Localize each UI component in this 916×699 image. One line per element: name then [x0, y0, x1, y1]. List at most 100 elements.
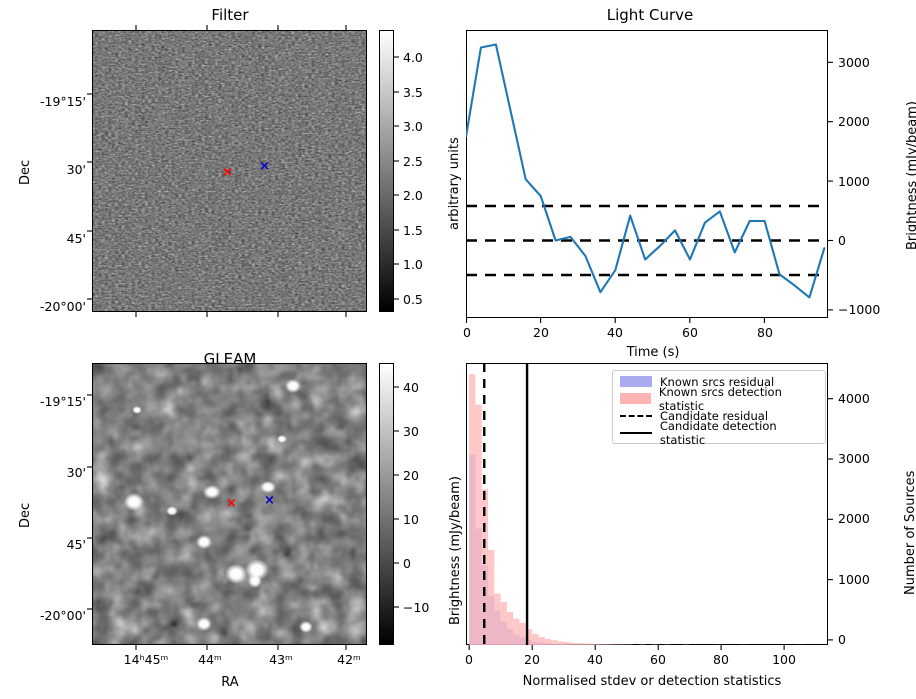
gleam-cbtick-3: 10 — [403, 512, 419, 527]
legend-item-candidate-detection-statistic: Candidate detection statistic — [613, 419, 825, 447]
gleam-cbtick-1: 30 — [403, 424, 419, 439]
legend-item-known-srcs-detection-statistic: Known srcs detection statistic — [613, 385, 825, 413]
histogram-bar — [595, 644, 602, 645]
legend-label-known-srcs-detection-statistic: Known srcs detection statistic — [658, 384, 782, 413]
gleam-xtick-0: 14ʰ45ᵐ — [123, 652, 169, 667]
histogram-bar — [500, 602, 507, 645]
histogram-bar — [607, 644, 614, 645]
gleam-candidate-marker-red: × — [226, 496, 237, 511]
light-curve-line — [466, 43, 826, 299]
histogram-yticks — [828, 398, 833, 641]
gleam-axes-frame — [92, 363, 367, 645]
light-curve-ytick-0: −1000 — [838, 302, 881, 317]
light-curve-ytick-4: 3000 — [838, 55, 870, 70]
light-curve-xticks — [466, 318, 765, 323]
histogram-bar — [601, 644, 608, 645]
gleam-cbtick-0: 40 — [403, 380, 419, 395]
histogram-ytick-2: 2000 — [838, 511, 870, 526]
legend-label-candidate-residual: Candidate residual — [660, 408, 769, 423]
gleam-ytick-0: -19°15' — [39, 394, 86, 409]
histogram-bar — [506, 611, 514, 645]
histogram-bar — [569, 642, 577, 645]
gleam-cbtick-2: 20 — [403, 468, 419, 483]
light-curve-ytick-3: 2000 — [838, 114, 870, 129]
filter-colorbar-ticks — [394, 56, 399, 300]
light-curve-ytick-1: 0 — [838, 233, 846, 248]
gleam-colorbar-ticks — [394, 386, 399, 608]
histogram-bar — [588, 643, 596, 645]
filter-known-source-marker-blue: × — [259, 159, 270, 174]
light-curve-axes-frame — [466, 30, 828, 318]
histogram-bar — [557, 641, 564, 645]
histogram-ylabel: Number of Sources — [903, 470, 916, 595]
gleam-xtick-2: 43ᵐ — [269, 652, 293, 667]
filter-cbtick-5: 1.5 — [403, 223, 423, 238]
histogram-series-known-srcs-detection-statistic — [469, 374, 803, 645]
filter-cbtick-6: 1.0 — [403, 257, 423, 272]
filter-cbtick-7: 0.5 — [403, 292, 423, 307]
histogram-bar — [538, 637, 545, 645]
filter-colorbar — [379, 30, 394, 312]
histogram-xtick-4: 80 — [713, 652, 729, 667]
legend-label-candidate-detection-statistic: Candidate detection statistic — [659, 418, 777, 447]
histogram-plot — [469, 363, 803, 645]
legend-solid-line-icon — [620, 431, 652, 434]
histogram-bar — [513, 618, 520, 645]
filter-image — [92, 30, 367, 312]
gleam-sky-map — [92, 363, 367, 645]
filter-ytick-3: -20°00' — [39, 299, 86, 314]
histogram-bar — [525, 629, 533, 645]
light-curve-xtick-1: 20 — [533, 325, 549, 340]
histogram-xtick-2: 40 — [587, 652, 603, 667]
gleam-image — [92, 363, 367, 645]
light-curve-plot — [466, 43, 828, 299]
gleam-colorbar-label: Brightness (mJy/beam) — [448, 476, 463, 625]
light-curve-xtick-0: 0 — [463, 325, 471, 340]
histogram-bar — [494, 593, 501, 645]
legend-label-known-srcs-residual: Known srcs residual — [660, 374, 775, 389]
filter-candidate-marker-red: × — [222, 165, 233, 180]
filter-cbtick-2: 3.0 — [403, 119, 423, 134]
gleam-known-source-marker-blue: × — [264, 493, 275, 508]
histogram-bar — [550, 640, 558, 645]
histogram-bar — [469, 374, 476, 645]
light-curve-yticks — [828, 61, 833, 311]
light-curve-xtick-4: 80 — [757, 325, 773, 340]
legend-swatch-known-srcs-residual — [620, 376, 652, 387]
legend-item-known-srcs-residual: Known srcs residual — [613, 373, 825, 390]
histogram-xlabel: Normalised stdev or detection statistics — [522, 674, 782, 689]
gleam-point-sources — [124, 379, 313, 633]
histogram-xticks — [468, 645, 785, 650]
gleam-cbtick-4: 0 — [403, 556, 411, 571]
light-curve-ytick-2: 1000 — [838, 174, 870, 189]
filter-ticks — [87, 25, 347, 317]
filter-ytick-0: -19°15' — [39, 94, 86, 109]
histogram-bar — [544, 638, 551, 645]
histogram-ytick-3: 3000 — [838, 451, 870, 466]
filter-cbtick-1: 3.5 — [403, 85, 423, 100]
gleam-xlabel: RA — [221, 675, 239, 690]
gleam-ytick-1: 30' — [66, 465, 86, 480]
histogram-bar — [582, 643, 589, 645]
legend-swatch-known-srcs-detection-statistic — [620, 393, 651, 404]
histogram-bar — [563, 642, 570, 645]
filter-colorbar-label: arbitrary units — [447, 137, 462, 230]
histogram-legend: Known srcs residual Known srcs detection… — [612, 370, 826, 447]
light-curve-xlabel: Time (s) — [626, 345, 680, 360]
histogram-ytick-1: 1000 — [838, 572, 870, 587]
filter-noise-map — [92, 30, 367, 312]
gleam-xtick-3: 42ᵐ — [337, 652, 361, 667]
histogram-bar — [532, 633, 539, 645]
gleam-xtick-1: 44ᵐ — [198, 652, 222, 667]
histogram-xtick-0: 0 — [465, 652, 473, 667]
filter-cbtick-4: 2.0 — [403, 188, 423, 203]
histogram-ytick-4: 4000 — [838, 391, 870, 406]
gleam-ylabel: Dec — [18, 502, 33, 528]
filter-axes-frame — [92, 30, 367, 312]
legend-dashed-line-icon — [620, 414, 652, 417]
histogram-bar — [519, 622, 526, 645]
filter-cbtick-0: 4.0 — [403, 50, 423, 65]
histogram-bar — [488, 549, 495, 645]
light-curve-xtick-2: 40 — [607, 325, 623, 340]
histogram-bar — [481, 489, 489, 645]
